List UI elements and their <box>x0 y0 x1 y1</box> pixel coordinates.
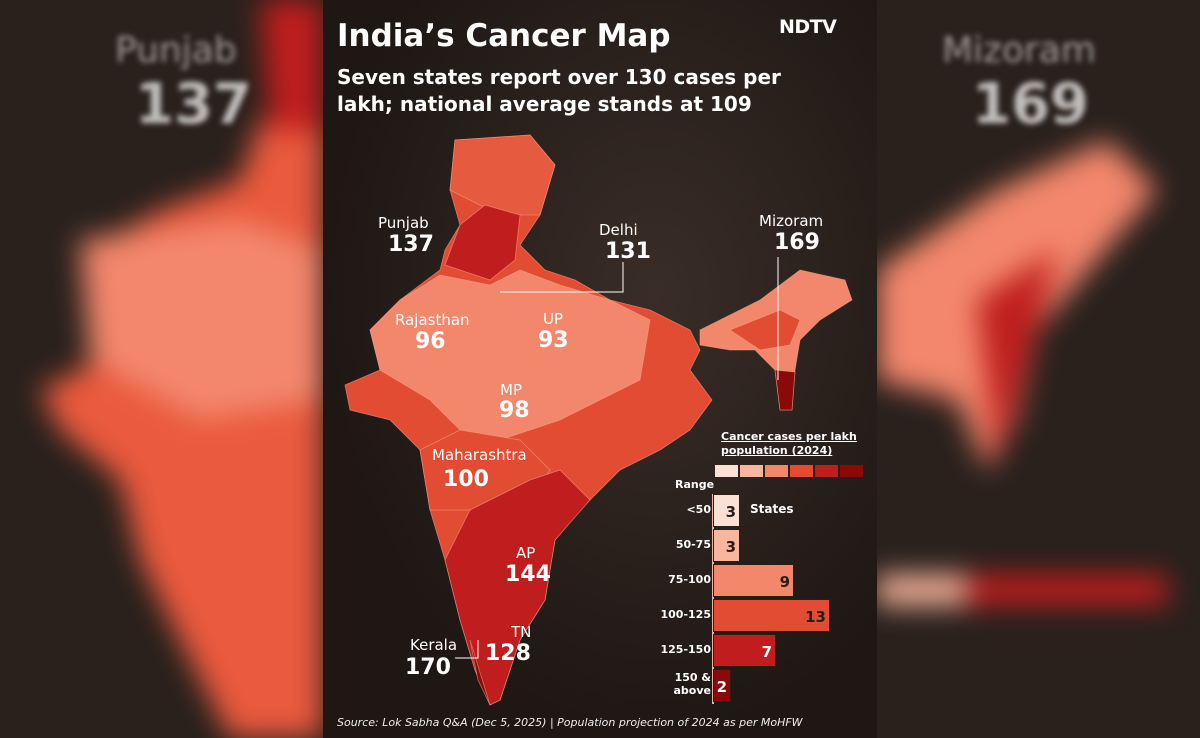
map-label-maharashtra: Maharashtra <box>432 446 527 464</box>
blurred-state-value: 137 <box>135 72 252 137</box>
map-value-tn: 128 <box>485 641 531 666</box>
map-value-punjab: 137 <box>388 232 434 257</box>
map-label-rajasthan: Rajasthan <box>395 311 470 329</box>
legend-bar: 9 <box>713 564 794 597</box>
map-value-maharashtra: 100 <box>443 467 489 492</box>
legend-bar: 3 <box>713 529 740 562</box>
legend-row: 75-100 9 <box>323 564 877 597</box>
map-value-ap: 144 <box>505 562 551 587</box>
legend-bar: 13 <box>713 599 830 632</box>
blurred-background-right: Mizoram 169 <box>877 0 1200 738</box>
legend-title: Cancer cases per lakh population (2024) <box>721 430 857 457</box>
map-label-tn: TN <box>511 623 532 641</box>
legend-range-header: Range <box>675 478 715 491</box>
map-value-up: 93 <box>538 328 569 353</box>
subtitle: Seven states report over 130 cases per l… <box>337 65 781 116</box>
map-region-central-light <box>369 269 651 441</box>
map-region-punjab <box>444 204 521 281</box>
map-label-punjab: Punjab <box>378 214 429 232</box>
legend-swatch <box>765 465 788 477</box>
legend-swatch <box>815 465 838 477</box>
map-label-mizoram: Mizoram <box>759 212 824 230</box>
blurred-state-value: 169 <box>972 72 1089 137</box>
page-title: India’s Cancer Map <box>337 18 671 54</box>
legend-range-label: 150 & above <box>673 671 712 697</box>
legend-row: 100-125 13 <box>323 599 877 632</box>
blurred-state-label: Mizoram <box>942 30 1096 71</box>
legend-bar: 2 <box>713 669 731 702</box>
legend-bar: 3 <box>713 494 740 527</box>
map-value-mizoram: 169 <box>774 230 820 255</box>
legend-range-label: 125-150 <box>660 643 712 656</box>
blurred-state-label: Punjab <box>115 30 237 71</box>
map-region-south <box>444 469 591 706</box>
map-value-rajasthan: 96 <box>415 329 446 354</box>
legend-color-scale <box>715 465 863 477</box>
legend-swatch <box>715 465 738 477</box>
map-label-ap: AP <box>516 544 536 562</box>
legend-row: 50-75 3 <box>323 529 877 562</box>
map-label-mp: MP <box>500 381 522 399</box>
map-region-assam <box>729 309 801 351</box>
legend-swatch <box>740 465 763 477</box>
legend-swatch <box>840 465 863 477</box>
legend-range-label: 75-100 <box>668 573 711 586</box>
legend-bar: 7 <box>713 634 776 667</box>
kerala-leader-line <box>455 640 479 659</box>
legend-row: <50 3 <box>323 494 877 527</box>
legend-row: 150 & above 2 <box>323 669 877 702</box>
map-label-up: UP <box>543 310 564 328</box>
legend-range-label: <50 <box>686 503 711 516</box>
source-note: Source: Lok Sabha Q&A (Dec 5, 2025) | Po… <box>337 716 803 729</box>
map-region-mizoram <box>774 369 796 411</box>
legend-range-label: 100-125 <box>660 608 712 621</box>
map-value-mp: 98 <box>499 398 530 423</box>
map-region-kerala <box>469 639 491 706</box>
map-label-delhi: Delhi <box>599 221 638 239</box>
ndtv-logo: NDTV <box>779 16 837 38</box>
india-map <box>344 134 853 706</box>
blurred-background-left: Punjab 137 <box>0 0 323 738</box>
delhi-leader-line <box>500 262 624 293</box>
infographic-panel: India’s Cancer Map NDTV Seven states rep… <box>323 0 877 738</box>
legend-row: 125-150 7 <box>323 634 877 667</box>
map-value-kerala: 170 <box>405 655 451 680</box>
legend-unit-label: States <box>750 502 794 516</box>
map-label-kerala: Kerala <box>410 636 458 654</box>
legend-range-label: 50-75 <box>675 538 711 551</box>
legend-swatch <box>790 465 813 477</box>
map-value-delhi: 131 <box>605 239 651 264</box>
